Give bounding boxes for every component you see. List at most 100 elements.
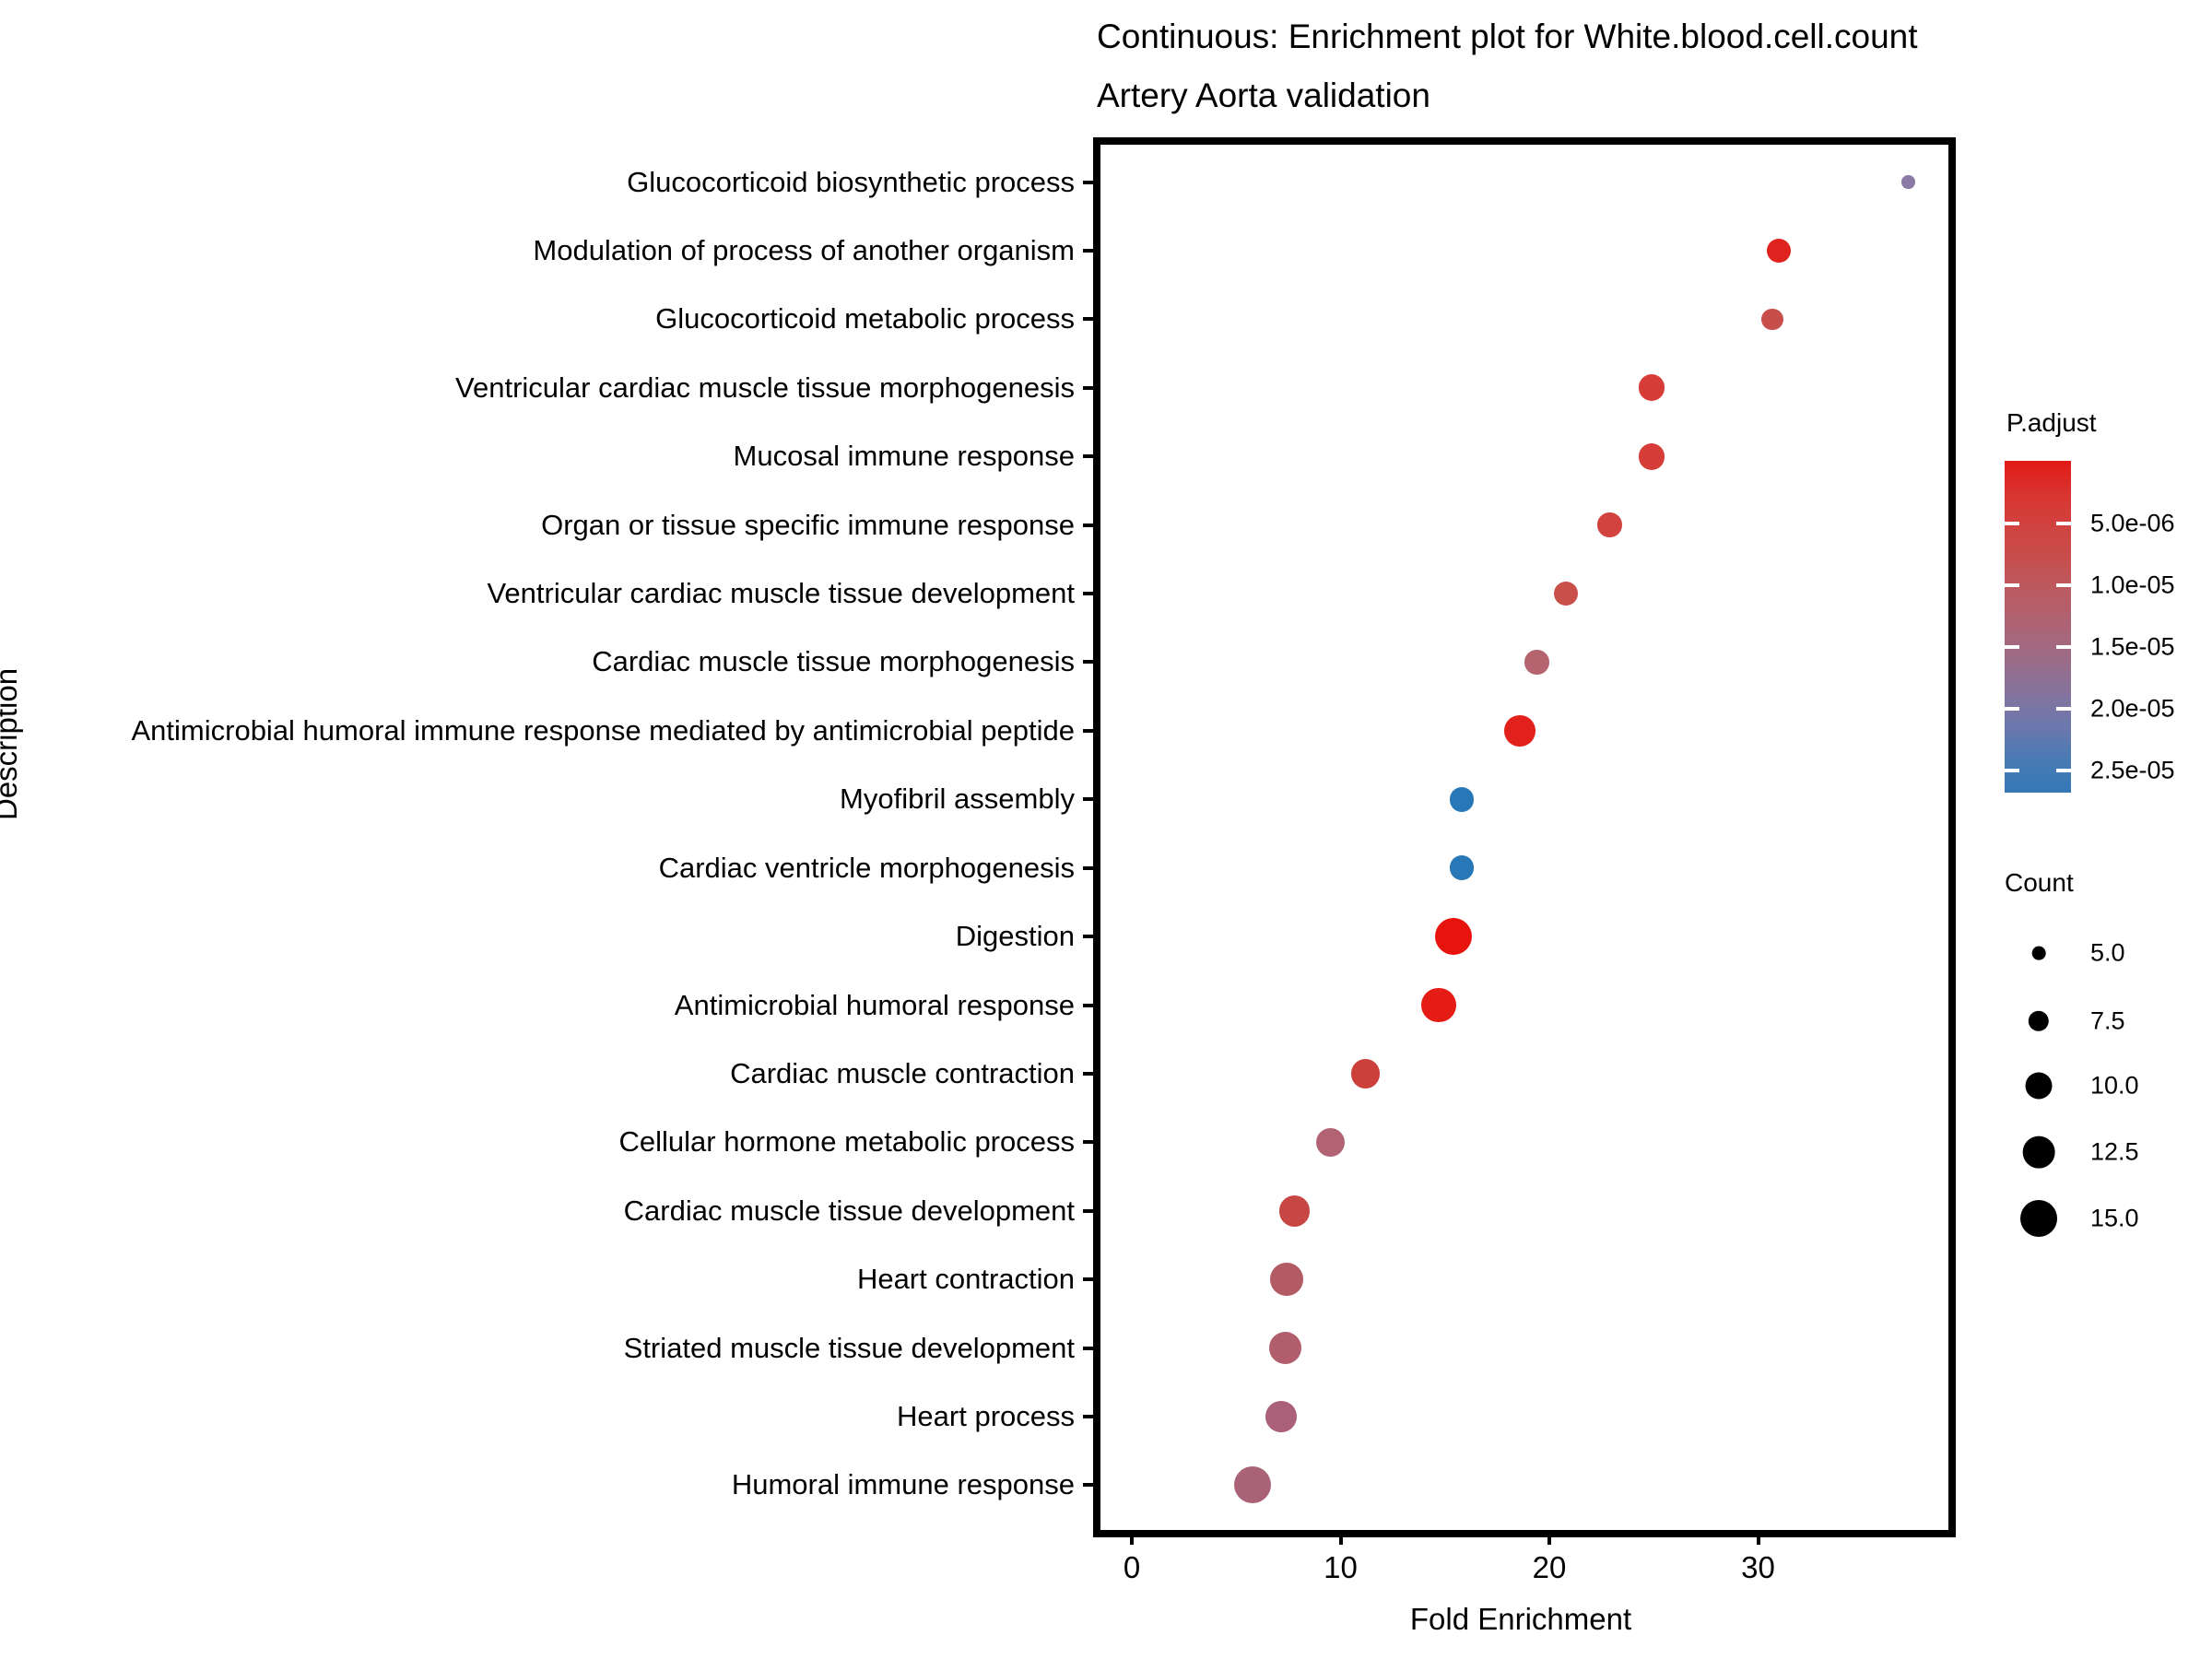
size-legend-label: 7.5	[2090, 1006, 2125, 1035]
y-axis-tick	[1083, 249, 1097, 253]
plot-subtitle: Artery Aorta validation	[1097, 76, 1430, 114]
data-point	[1265, 1401, 1297, 1432]
y-axis-label: Digestion	[955, 920, 1075, 953]
y-axis-tick	[1083, 865, 1097, 870]
x-axis-title: Fold Enrichment	[1409, 1602, 1632, 1636]
size-legend-label: 15.0	[2090, 1204, 2139, 1232]
y-axis-label: Striated muscle tissue development	[623, 1331, 1075, 1364]
y-axis-tick	[1083, 1414, 1097, 1418]
data-point	[1766, 238, 1792, 264]
data-point	[1269, 1263, 1303, 1297]
plot-title: Continuous: Enrichment plot for White.bl…	[1097, 18, 1918, 55]
data-point	[1524, 650, 1549, 675]
size-legend-dot	[2022, 1135, 2055, 1169]
plot-panel: Glucocorticoid biosynthetic process Modul…	[132, 137, 1956, 1584]
size-legend-label: 12.5	[2090, 1137, 2139, 1166]
color-legend-tick	[2056, 644, 2071, 649]
data-point	[1449, 855, 1475, 880]
size-legend-title: Count	[2005, 868, 2074, 897]
color-legend-tick	[2056, 583, 2071, 587]
x-axis-tick-label: 20	[1532, 1550, 1567, 1584]
color-legend-tick	[2005, 644, 2019, 649]
data-point	[1901, 175, 1915, 189]
size-legend-label: 10.0	[2090, 1071, 2139, 1100]
color-legend-title: P.adjust	[2006, 408, 2097, 437]
data-point	[1351, 1059, 1381, 1088]
y-axis-tick	[1083, 728, 1097, 733]
data-point	[1449, 787, 1475, 812]
data-point	[1234, 1466, 1272, 1504]
color-legend-tick	[2005, 522, 2019, 526]
color-legend-gradient-bar	[2005, 461, 2071, 793]
y-axis-label: Mucosal immune response	[733, 440, 1075, 473]
y-axis-tick	[1083, 454, 1097, 459]
y-axis-label: Cardiac muscle tissue development	[623, 1194, 1075, 1227]
y-axis-label: Cellular hormone metabolic process	[618, 1125, 1075, 1159]
x-axis-tick	[1338, 1530, 1343, 1545]
size-legend-dot	[2031, 946, 2046, 960]
data-point	[1278, 1194, 1311, 1227]
data-point	[1315, 1127, 1345, 1157]
y-axis-tick	[1083, 180, 1097, 184]
color-legend-tick	[2056, 706, 2071, 711]
x-axis-tick	[1130, 1530, 1134, 1545]
y-axis-label: Antimicrobial humoral response	[674, 988, 1075, 1021]
y-axis-tick	[1083, 523, 1097, 527]
data-point	[1638, 442, 1665, 470]
y-axis-label: Ventricular cardiac muscle tissue morpho…	[455, 371, 1075, 404]
x-axis-tick-label: 30	[1741, 1550, 1775, 1584]
x-axis-tick	[1547, 1530, 1551, 1545]
y-axis-label: Ventricular cardiac muscle tissue develo…	[487, 577, 1075, 610]
y-axis-title: Description	[0, 667, 23, 820]
y-axis-label: Glucocorticoid biosynthetic process	[627, 165, 1075, 198]
panel-border	[1093, 137, 1956, 1537]
y-axis-label: Organ or tissue specific immune response	[541, 508, 1075, 541]
x-axis-tick-label: 0	[1123, 1550, 1141, 1584]
y-axis-label: Glucocorticoid metabolic process	[655, 302, 1075, 335]
data-point	[1638, 374, 1665, 402]
data-point	[1434, 918, 1472, 956]
color-legend-tick	[2005, 768, 2019, 772]
y-axis-tick	[1083, 317, 1097, 322]
color-legend-tick	[2005, 583, 2019, 587]
y-axis-label: Cardiac ventricle morphogenesis	[658, 851, 1075, 884]
y-axis-tick	[1083, 592, 1097, 596]
y-axis-tick	[1083, 1346, 1097, 1350]
data-point	[1268, 1331, 1302, 1365]
y-axis-tick	[1083, 797, 1097, 802]
data-point	[1761, 308, 1784, 331]
y-axis-label: Antimicrobial humoral immune response me…	[131, 713, 1076, 747]
y-axis-tick	[1083, 1140, 1097, 1145]
y-axis-tick	[1083, 660, 1097, 665]
y-axis-label: Cardiac muscle contraction	[730, 1056, 1075, 1089]
y-axis-tick	[1083, 1003, 1097, 1007]
y-axis-label: Myofibril assembly	[840, 782, 1075, 816]
data-point	[1597, 512, 1622, 537]
data-point	[1421, 987, 1456, 1023]
y-axis-tick	[1083, 1208, 1097, 1213]
y-axis-tick	[1083, 385, 1097, 390]
y-axis-tick	[1083, 1483, 1097, 1488]
y-axis-label: Heart process	[897, 1399, 1075, 1432]
color-legend-tick-label: 2.5e-05	[2090, 756, 2175, 784]
color-legend-tick-label: 5.0e-06	[2090, 509, 2175, 537]
color-legend-tick	[2056, 768, 2071, 772]
y-axis-label: Cardiac muscle tissue morphogenesis	[592, 645, 1075, 678]
size-legend-dot	[2028, 1010, 2050, 1032]
size-legend-label: 5.0	[2090, 938, 2125, 967]
y-axis-tick	[1083, 1071, 1097, 1076]
color-legend-tick	[2056, 522, 2071, 526]
x-axis-tick	[1756, 1530, 1760, 1545]
size-legend-dot	[2025, 1072, 2053, 1100]
y-axis-tick	[1083, 935, 1097, 939]
data-point	[1504, 715, 1536, 747]
y-axis-label: Heart contraction	[856, 1263, 1075, 1296]
size-legend-dot	[2020, 1200, 2057, 1237]
y-axis-label: Modulation of process of another organis…	[533, 234, 1075, 267]
color-legend-tick-label: 2.0e-05	[2090, 694, 2175, 723]
color-legend-tick	[2005, 706, 2019, 711]
x-axis-tick-label: 10	[1324, 1550, 1358, 1584]
color-legend-tick-label: 1.5e-05	[2090, 632, 2175, 661]
y-axis-tick	[1083, 1277, 1097, 1282]
